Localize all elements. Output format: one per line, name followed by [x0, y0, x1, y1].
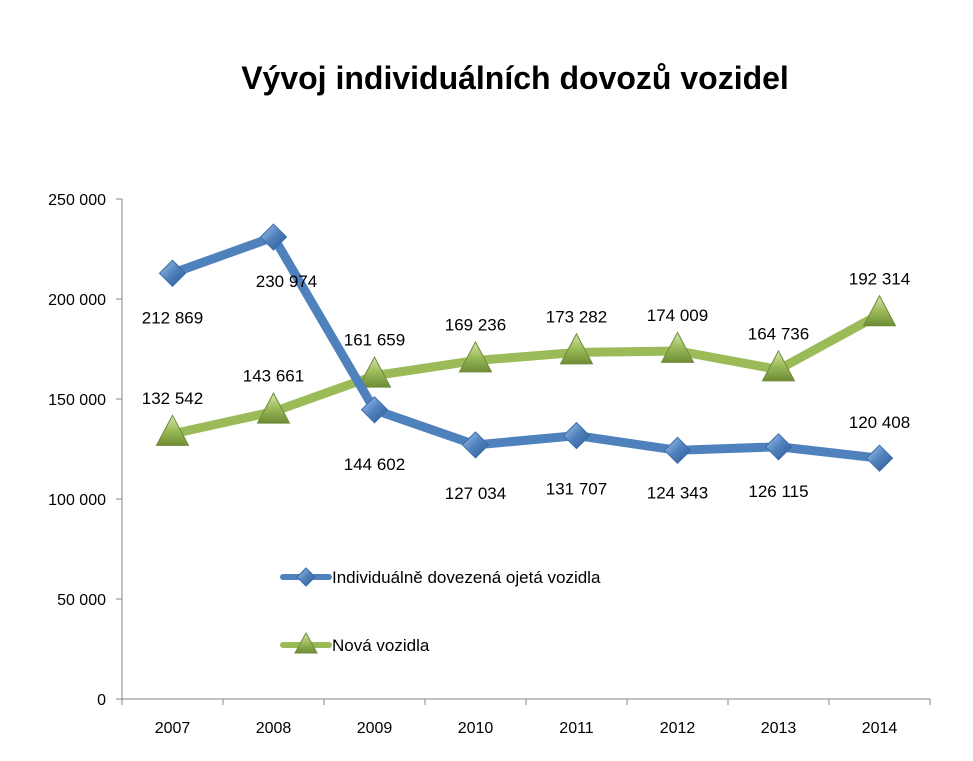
- data-point-triangle: [458, 340, 493, 373]
- y-tick-label: 50 000: [57, 592, 106, 609]
- data-label: 132 542: [142, 389, 203, 408]
- data-point-diamond: [562, 421, 591, 450]
- legend: Individuálně dovezená ojetá vozidla Nová …: [280, 567, 601, 655]
- data-label: 174 009: [647, 306, 708, 325]
- x-tick-label: 2012: [660, 720, 696, 737]
- data-point-diamond: [461, 431, 490, 459]
- data-label: 126 115: [748, 482, 808, 501]
- data-label: 144 602: [344, 455, 405, 474]
- data-label: 212 869: [142, 308, 203, 327]
- data-point-triangle: [559, 332, 594, 365]
- series-layer: [155, 223, 897, 472]
- y-tick-label: 150 000: [48, 392, 106, 409]
- data-label: 173 282: [546, 307, 607, 326]
- data-point-triangle: [357, 356, 392, 388]
- y-tick-label: 0: [97, 692, 106, 709]
- data-point-triangle: [862, 294, 897, 327]
- data-point-diamond: [764, 433, 793, 461]
- data-point-triangle: [256, 392, 291, 424]
- data-point-diamond: [158, 259, 187, 287]
- legend-label: Individuálně dovezená ojetá vozidla: [332, 568, 601, 587]
- data-label: 124 343: [647, 483, 708, 502]
- data-point-diamond: [259, 223, 288, 251]
- x-tick-label: 2008: [256, 720, 292, 737]
- data-label: 230 974: [256, 272, 317, 291]
- series-used-vehicles: [158, 223, 894, 472]
- series-line: [168, 232, 884, 463]
- data-label: 169 236: [445, 316, 506, 335]
- data-point-diamond: [865, 444, 894, 472]
- legend-entry: Individuálně dovezená ojetá vozidla: [280, 567, 601, 587]
- x-tick-label: 2013: [761, 720, 797, 737]
- axes: 0 50 000 100 000 150 000 200 000 250 000 2007 2…: [48, 192, 931, 737]
- x-tick-label: 2009: [357, 720, 393, 737]
- y-tick-label: 100 000: [48, 492, 106, 509]
- data-point-triangle: [660, 331, 695, 363]
- series-line: [168, 309, 884, 439]
- legend-entry: Nová vozidla: [280, 631, 430, 655]
- legend-triangle-icon: [294, 631, 318, 654]
- x-tick-label: 2011: [559, 720, 594, 737]
- x-tick-label: 2007: [155, 720, 191, 737]
- x-tick-label: 2014: [862, 720, 898, 737]
- legend-diamond-icon: [296, 567, 316, 587]
- data-label: 143 661: [243, 367, 304, 386]
- legend-label: Nová vozidla: [332, 636, 430, 655]
- y-tick-label: 250 000: [48, 192, 106, 209]
- data-point-diamond: [360, 396, 389, 424]
- series-new-vehicles: [155, 294, 897, 446]
- data-label: 192 314: [849, 269, 910, 288]
- data-point-triangle: [761, 349, 796, 382]
- data-label: 127 034: [445, 484, 506, 503]
- data-point-triangle: [155, 414, 190, 446]
- data-label: 131 707: [546, 480, 607, 499]
- data-labels: 212 869 230 974 144 602 127 034 131 707 124 3…: [142, 269, 910, 503]
- x-tick-label: 2010: [458, 720, 494, 737]
- data-point-diamond: [663, 436, 692, 465]
- data-label: 161 659: [344, 331, 405, 350]
- y-tick-label: 200 000: [48, 292, 106, 309]
- data-label: 120 408: [849, 413, 910, 432]
- data-label: 164 736: [748, 325, 809, 344]
- chart-title: Vývoj individuálních dovozů vozidel: [241, 60, 789, 96]
